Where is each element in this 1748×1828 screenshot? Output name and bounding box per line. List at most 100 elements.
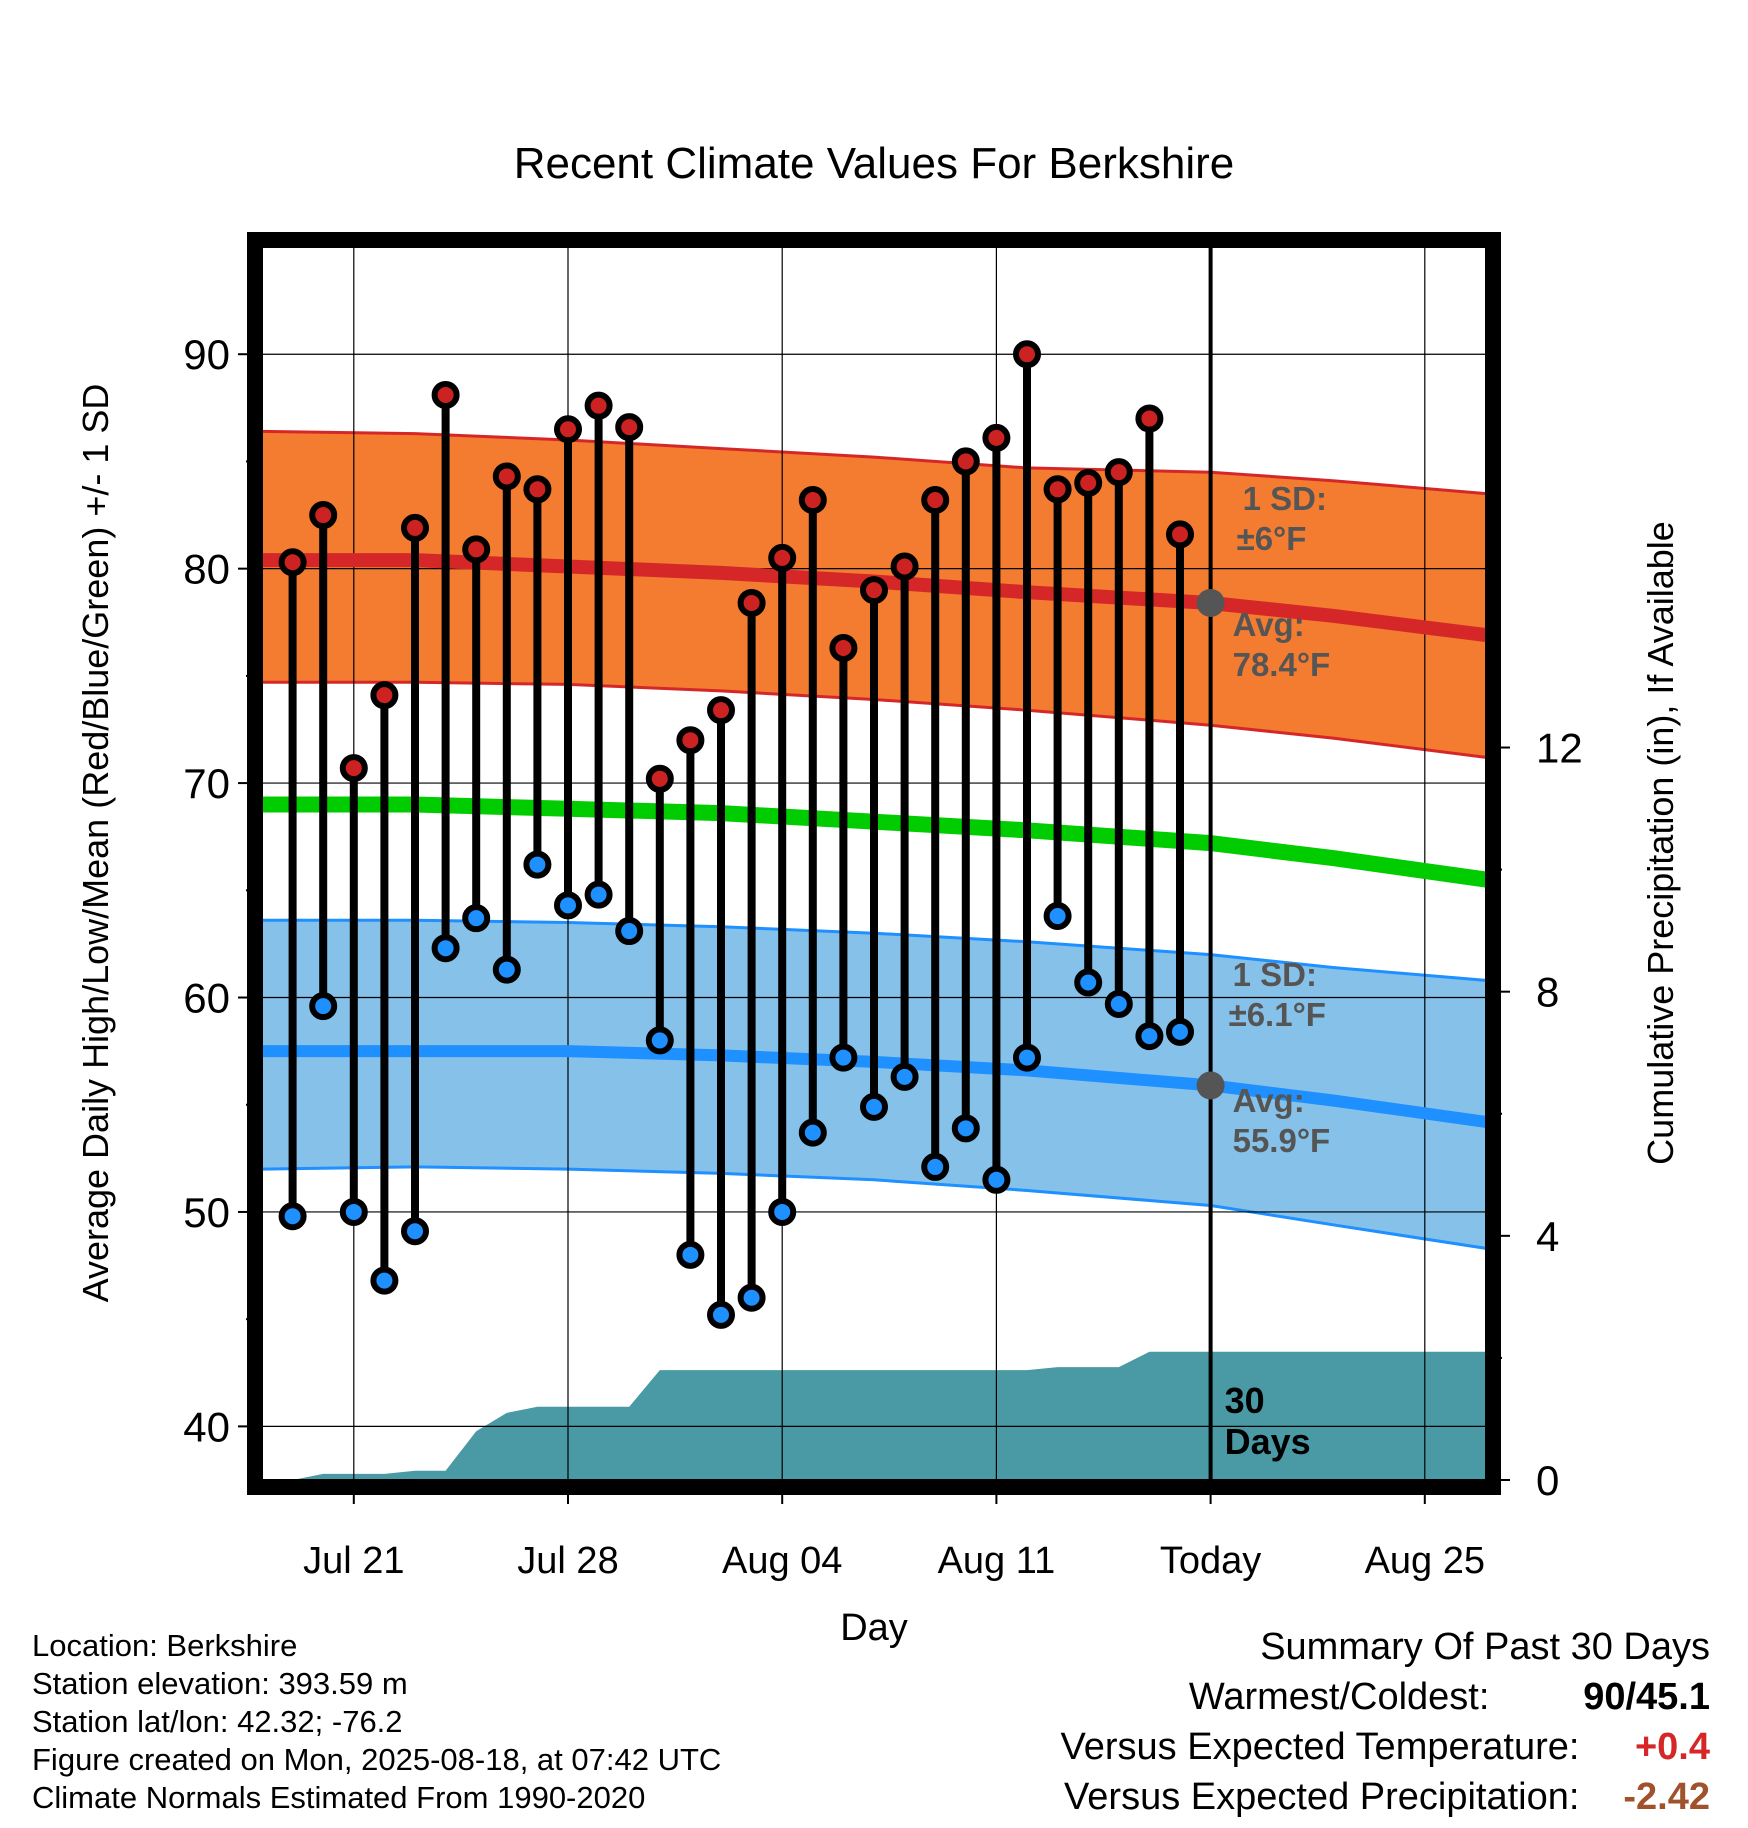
high-point [492,462,521,491]
high-point [339,754,368,783]
low-point [676,1240,705,1269]
summary-warmest-label: Warmest/Coldest: [1188,1676,1490,1718]
low-point [554,891,582,920]
info-normals: Climate Normals Estimated From 1990-2020 [32,1780,646,1815]
low-point [768,1197,797,1226]
high-point [921,486,950,515]
low-point [431,934,460,963]
y-tick-label: 40 [183,1403,230,1450]
x-tick-label: Aug 04 [722,1540,842,1582]
low-point [401,1217,429,1246]
y-axis-label: Average Daily High/Low/Mean (Red/Blue/Gr… [75,384,116,1303]
low-sd-annotation: 1 SD: [1233,956,1317,993]
high-avg-annotation: 78.4°F [1233,646,1331,683]
high-point [890,552,919,581]
high-point [829,633,858,662]
x-tick-label: Today [1160,1540,1261,1582]
high-point [676,726,705,755]
high-point [370,681,399,710]
low-point [737,1283,766,1312]
high-point [707,696,735,725]
info-created: Figure created on Mon, 2025-08-18, at 07… [32,1742,722,1777]
high-point [462,535,491,564]
low-point [1135,1022,1164,1051]
high-point [1043,475,1072,504]
y2-tick-label: 0 [1536,1457,1559,1504]
summary-precip-label: Versus Expected Precipitation: [1064,1776,1580,1818]
precipitation-area [292,1351,1487,1480]
high-sd-upper-line [261,429,1487,496]
chart-title: Recent Climate Values For Berkshire [514,139,1235,188]
low-point [798,1118,827,1147]
high-point [860,576,888,605]
high-point [278,548,307,577]
low-point [890,1062,919,1091]
days-annotation: Days [1225,1421,1311,1462]
high-point [615,413,644,442]
low-point [339,1197,368,1226]
today-high-marker [1196,588,1225,617]
low-point [829,1043,858,1072]
today-low-marker [1196,1071,1225,1100]
summary-temp-label: Versus Expected Temperature: [1060,1726,1580,1768]
low-point [1166,1017,1194,1046]
high-point [737,588,766,617]
summary-precip-value: -2.42 [1623,1776,1710,1818]
y-tick-label: 90 [183,331,230,378]
summary-panel: Summary Of Past 30 Days Warmest/Coldest:… [1061,1622,1710,1822]
low-point [1074,968,1103,997]
x-tick-label: Jul 28 [517,1540,618,1582]
high-point [798,486,827,515]
x-tick-label: Jul 21 [303,1540,404,1582]
low-point [982,1165,1011,1194]
low-point [584,880,613,909]
info-elevation: Station elevation: 393.59 m [32,1666,408,1701]
high-point [982,423,1011,452]
low-point [1104,989,1133,1018]
high-point [1135,404,1164,433]
low-point [309,992,338,1021]
low-point [921,1152,950,1181]
high-point [645,764,674,793]
low-point [860,1092,888,1121]
x-tick-label: Aug 11 [938,1540,1056,1582]
high-point [951,447,980,476]
low-point [492,955,521,984]
low-point [645,1026,674,1055]
high-point [523,475,552,504]
low-point [370,1266,399,1295]
high-point [431,380,460,409]
high-point [554,415,582,444]
high-point [1074,468,1103,497]
low-point [1013,1043,1041,1072]
info-location: Location: Berkshire [32,1628,298,1663]
high-point [309,501,338,530]
low-point [278,1202,307,1231]
summary-temp-value: +0.4 [1634,1726,1710,1768]
plot-frame [247,232,1501,1495]
low-point [615,917,644,946]
low-sd-annotation: ±6.1°F [1229,996,1326,1033]
summary-title: Summary Of Past 30 Days [1260,1626,1710,1668]
high-avg-annotation: Avg: [1233,606,1305,643]
y-tick-label: 60 [183,975,230,1022]
high-point [768,543,797,572]
low-point [951,1114,980,1143]
high-sd-annotation: ±6°F [1237,520,1307,557]
high-point [584,391,613,420]
low-point [523,850,552,879]
low-avg-annotation: 55.9°F [1233,1122,1331,1159]
info-latlon: Station lat/lon: 42.32; -76.2 [32,1704,403,1739]
y2-axis-label: Cumulative Precipitation (in), If Availa… [1640,521,1681,1165]
high-sd-annotation: 1 SD: [1243,480,1327,517]
low-point [462,904,491,933]
y-tick-label: 80 [183,546,230,593]
y2-tick-label: 8 [1536,969,1559,1016]
low-point [1043,902,1072,931]
high-point [1013,340,1041,369]
x-tick-label: Aug 25 [1365,1540,1485,1582]
high-point [401,513,429,542]
y-tick-label: 50 [183,1189,230,1236]
